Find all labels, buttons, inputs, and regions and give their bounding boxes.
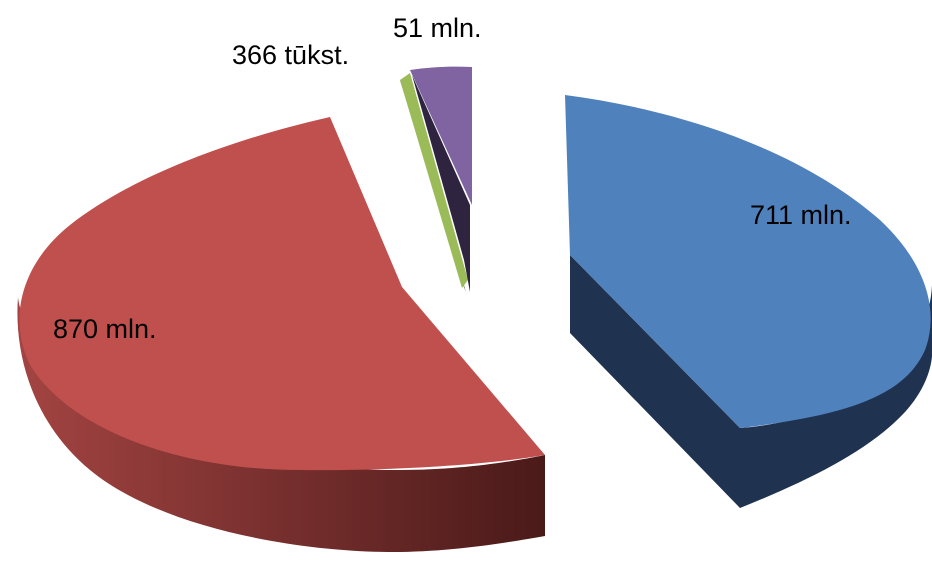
pie-slice-2-side xyxy=(17,297,546,553)
slice-group-3 xyxy=(400,73,468,292)
slice-group-2 xyxy=(17,117,546,553)
data-label-slice-2: 870 mln. xyxy=(53,314,157,344)
data-label-slice-1: 711 mln. xyxy=(750,200,852,230)
pie-slice-3-top xyxy=(400,73,468,288)
data-label-slice-4: 51 mln. xyxy=(393,13,482,43)
slice-group-1 xyxy=(565,95,932,508)
slice-group-4 xyxy=(410,66,472,292)
data-label-slice-3: 366 tūkst. xyxy=(232,40,349,70)
pie-slice-1-side xyxy=(570,255,932,508)
pie-slice-4-side xyxy=(412,75,470,292)
pie-slice-1-top xyxy=(565,95,931,428)
pie-slice-2-top xyxy=(19,117,546,471)
pie-slice-4-top xyxy=(410,66,472,205)
